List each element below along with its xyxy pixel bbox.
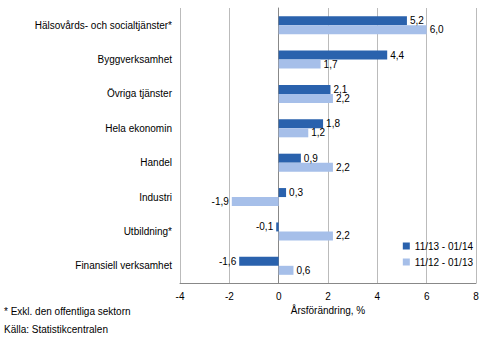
svg-text:Finansiell verksamhet: Finansiell verksamhet: [75, 260, 172, 271]
svg-text:1,2: 1,2: [311, 127, 325, 138]
svg-text:1,8: 1,8: [326, 118, 340, 129]
svg-text:Handel: Handel: [140, 157, 172, 168]
svg-text:-4: -4: [176, 291, 185, 302]
svg-text:2,2: 2,2: [336, 162, 350, 173]
svg-text:* Exkl. den offentliga sektorn: * Exkl. den offentliga sektorn: [4, 306, 131, 317]
svg-text:0,6: 0,6: [296, 265, 310, 276]
svg-text:Hälsovårds- och socialtjänster: Hälsovårds- och socialtjänster*: [35, 20, 172, 31]
svg-text:2,2: 2,2: [336, 93, 350, 104]
svg-text:Byggverksamhet: Byggverksamhet: [98, 54, 173, 65]
svg-text:-2: -2: [225, 291, 234, 302]
svg-text:6: 6: [424, 291, 430, 302]
svg-text:-0,1: -0,1: [256, 221, 274, 232]
svg-text:11/12 - 01/13: 11/12 - 01/13: [415, 257, 474, 268]
svg-text:Industri: Industri: [139, 192, 172, 203]
svg-text:4,4: 4,4: [390, 50, 404, 61]
svg-text:2,1: 2,1: [333, 83, 348, 95]
svg-text:0,3: 0,3: [289, 187, 303, 198]
svg-text:11/13 - 01/14: 11/13 - 01/14: [415, 241, 474, 252]
svg-text:6,0: 6,0: [430, 24, 444, 35]
svg-text:Utbildning*: Utbildning*: [124, 226, 172, 237]
svg-text:2,2: 2,2: [336, 230, 350, 241]
svg-text:8: 8: [473, 291, 479, 302]
svg-text:0,9: 0,9: [304, 153, 318, 164]
svg-text:Övriga tjänster: Övriga tjänster: [107, 88, 173, 99]
svg-text:5,2: 5,2: [410, 15, 424, 26]
svg-text:-1,6: -1,6: [219, 256, 237, 267]
svg-text:-1,9: -1,9: [212, 196, 230, 207]
svg-text:Källa: Statistikcentralen: Källa: Statistikcentralen: [4, 324, 108, 335]
svg-text:4: 4: [375, 291, 381, 302]
svg-text:1,7: 1,7: [324, 59, 338, 70]
svg-text:Årsförändring, %: Årsförändring, %: [291, 304, 366, 316]
svg-text:Hela ekonomin: Hela ekonomin: [105, 123, 172, 134]
svg-text:2: 2: [325, 291, 331, 302]
svg-text:0: 0: [276, 291, 282, 302]
